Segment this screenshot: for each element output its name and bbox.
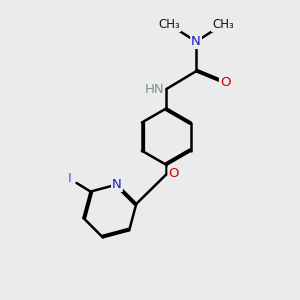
Text: O: O (169, 167, 179, 180)
Text: HN: HN (144, 82, 164, 96)
Text: I: I (68, 172, 72, 185)
Text: N: N (112, 178, 122, 191)
Text: CH₃: CH₃ (158, 18, 180, 31)
Text: N: N (191, 35, 201, 48)
Text: O: O (220, 76, 230, 89)
Text: CH₃: CH₃ (212, 18, 234, 31)
